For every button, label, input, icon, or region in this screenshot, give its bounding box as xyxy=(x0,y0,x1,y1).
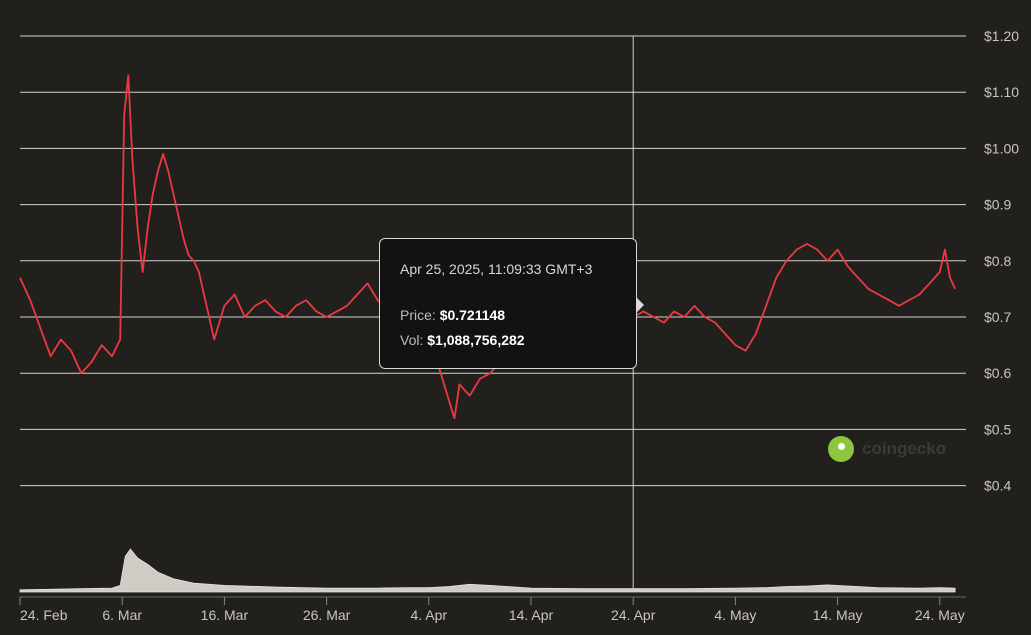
x-tick-label: 24. Apr xyxy=(611,607,656,623)
tooltip-price-row: Price: $0.721148 xyxy=(400,307,505,323)
y-tick-label: $0.7 xyxy=(984,309,1011,325)
tooltip-volume-value: $1,088,756,282 xyxy=(427,332,525,348)
coingecko-logo-icon xyxy=(828,436,854,462)
y-tick-label: $0.4 xyxy=(984,478,1011,494)
chart-tooltip: Apr 25, 2025, 11:09:33 GMT+3 Price: $0.7… xyxy=(379,238,644,369)
x-tick-label: 24. Feb xyxy=(20,607,68,623)
tooltip-volume-label: Vol: xyxy=(400,332,424,348)
x-tick-label: 14. Apr xyxy=(509,607,554,623)
watermark-text: coingecko xyxy=(862,439,947,458)
x-tick-label: 4. May xyxy=(714,607,756,623)
y-tick-label: $0.5 xyxy=(984,421,1011,437)
tooltip-pointer xyxy=(636,297,644,313)
y-tick-label: $1.10 xyxy=(984,84,1019,100)
y-tick-label: $0.8 xyxy=(984,253,1011,269)
y-tick-label: $0.9 xyxy=(984,197,1011,213)
price-line xyxy=(19,74,956,420)
tooltip-price-value: $0.721148 xyxy=(439,307,506,323)
tooltip-price-label: Price: xyxy=(400,307,436,323)
y-tick-label: $1.20 xyxy=(984,28,1019,44)
y-tick-label: $0.6 xyxy=(984,365,1011,381)
volume-area xyxy=(19,548,956,593)
tooltip-date: Apr 25, 2025, 11:09:33 GMT+3 xyxy=(400,261,593,277)
x-tick-label: 4. Apr xyxy=(411,607,448,623)
y-tick-label: $1.00 xyxy=(984,140,1019,156)
coingecko-watermark: coingecko xyxy=(828,436,946,462)
x-tick-label: 26. Mar xyxy=(303,607,351,623)
x-tick-label: 6. Mar xyxy=(102,607,142,623)
x-tick-label: 14. May xyxy=(813,607,863,623)
x-tick-label: 24. May xyxy=(915,607,965,623)
x-tick-label: 16. Mar xyxy=(201,607,249,623)
tooltip-volume-row: Vol: $1,088,756,282 xyxy=(400,332,525,348)
